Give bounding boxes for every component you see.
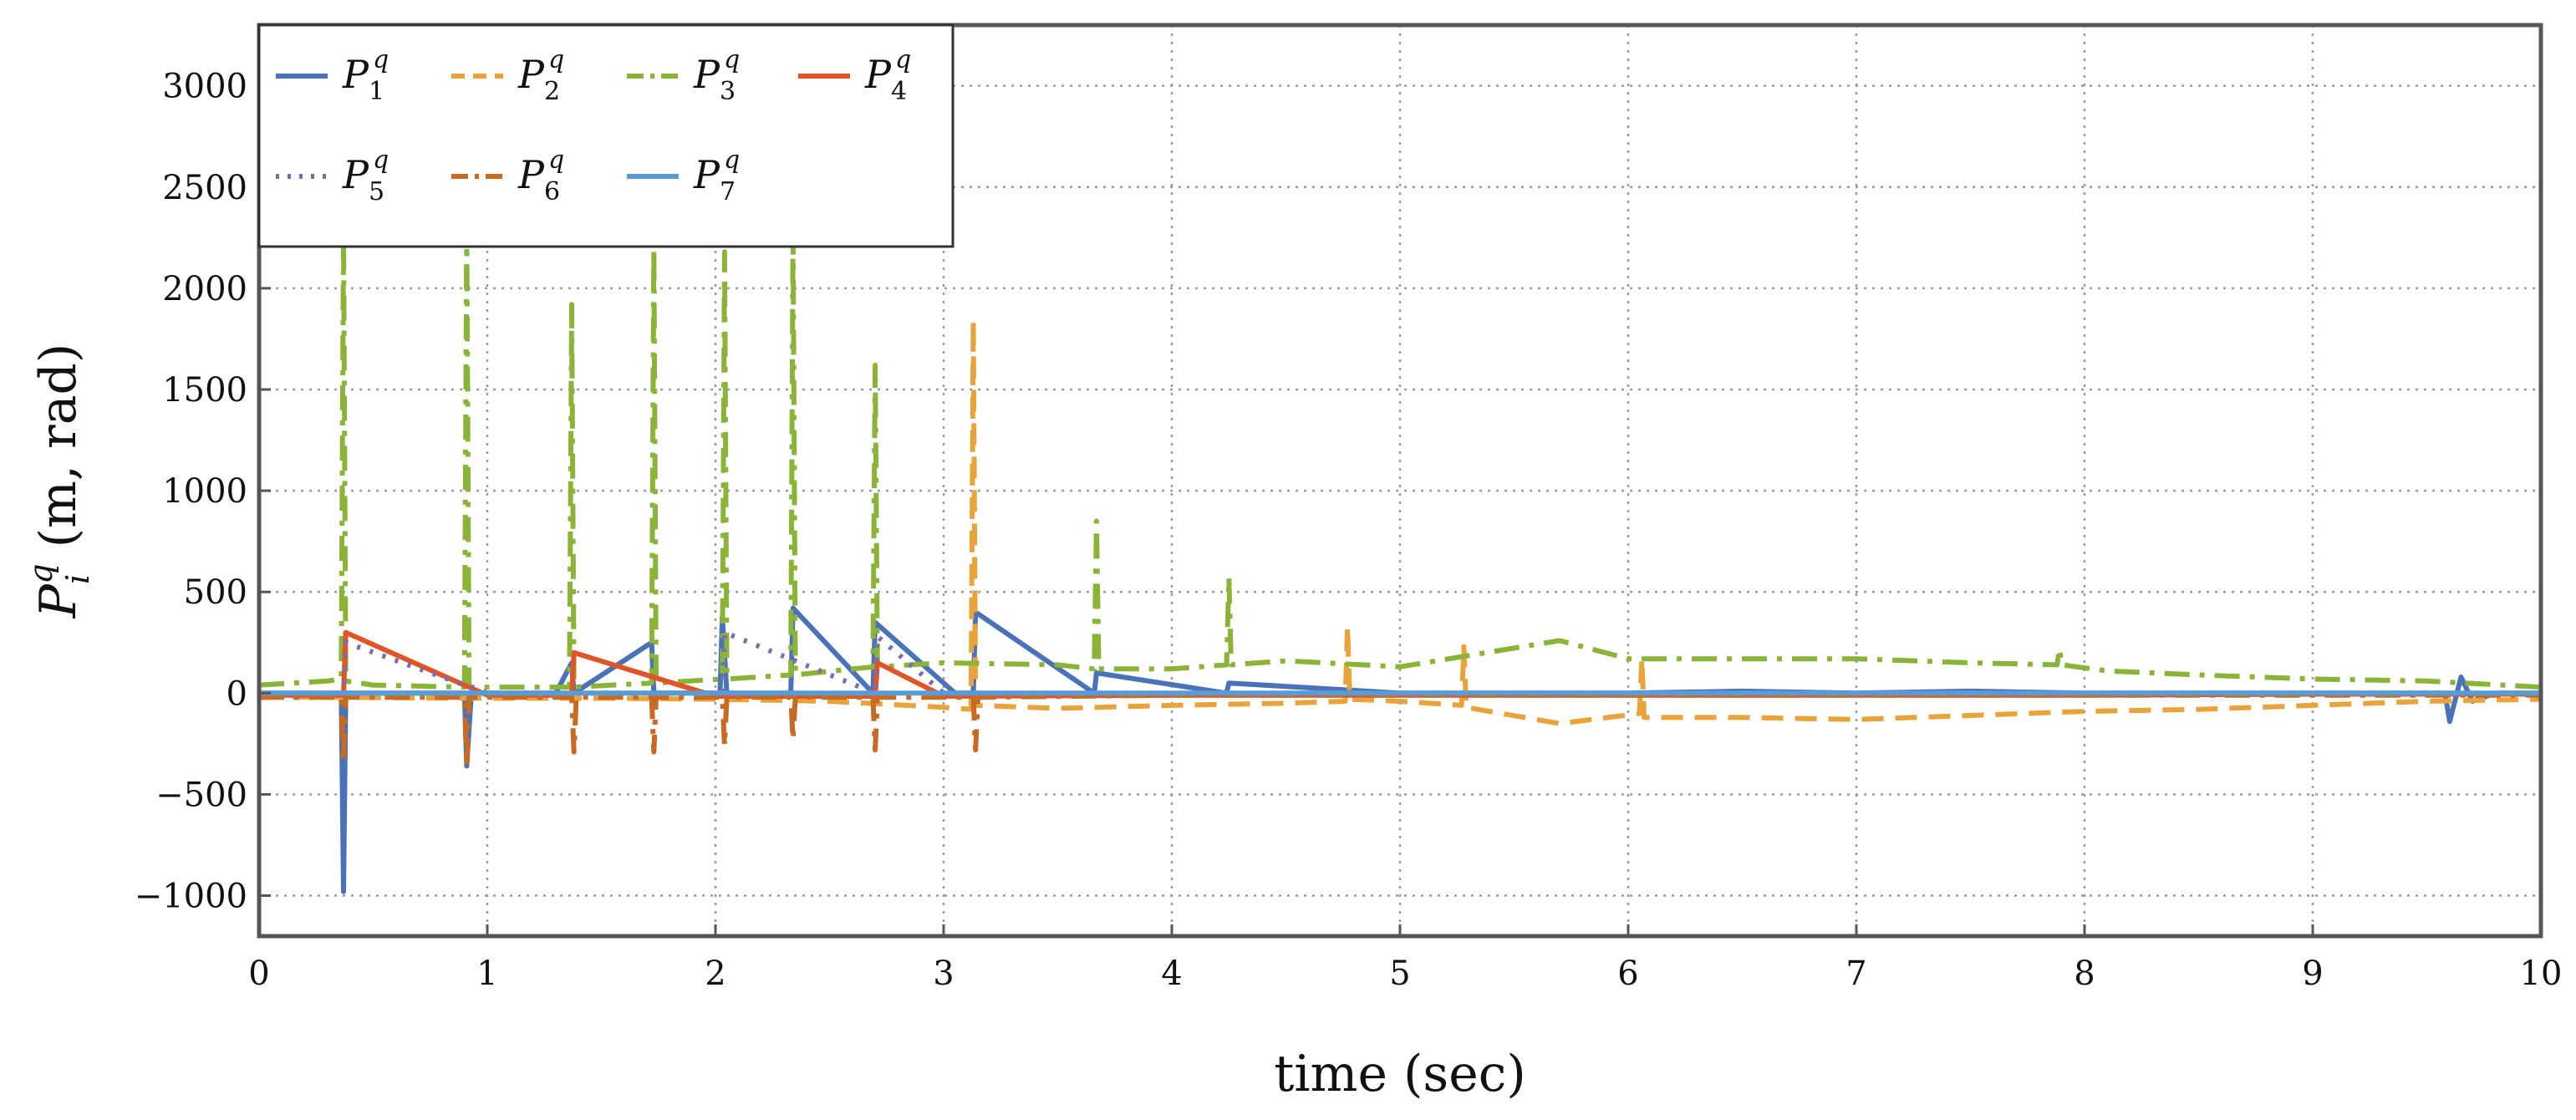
legend-item-4: P4q bbox=[798, 45, 911, 106]
y-axis-title: Piq (m, rad) bbox=[23, 344, 96, 619]
legend-label: P5q bbox=[342, 145, 389, 206]
y-tick-label: −500 bbox=[155, 776, 247, 814]
y-axis-title-base: P bbox=[29, 583, 88, 619]
legend-item-2: P2q bbox=[451, 45, 564, 106]
legend-label: P6q bbox=[517, 145, 564, 206]
x-axis-title: time (sec) bbox=[1274, 1045, 1526, 1103]
legend-label: P7q bbox=[693, 145, 740, 206]
legend-label: P2q bbox=[517, 45, 564, 106]
y-axis-title-sub: i bbox=[59, 574, 96, 584]
x-tick-label: 7 bbox=[1845, 955, 1866, 993]
legend-item-1: P1q bbox=[276, 45, 389, 106]
series-line-6 bbox=[259, 692, 2541, 769]
legend-label: P1q bbox=[342, 45, 389, 106]
x-tick-label: 5 bbox=[1389, 955, 1410, 993]
series-line-3 bbox=[258, 225, 2542, 690]
x-tick-label: 1 bbox=[476, 955, 497, 993]
y-tick-label: 500 bbox=[184, 573, 247, 612]
legend-item-5: P5q bbox=[276, 145, 389, 206]
y-tick-label: 1500 bbox=[162, 371, 247, 410]
y-tick-label: 3000 bbox=[162, 68, 247, 106]
x-tick-label: 4 bbox=[1161, 955, 1182, 993]
x-tick-label: 2 bbox=[705, 955, 725, 993]
svg-text:Piq (m, rad): Piq (m, rad) bbox=[23, 344, 96, 619]
series-line-2 bbox=[259, 318, 2542, 726]
legend: P1q P2q P3q P4q P5q P6q P7q bbox=[257, 23, 955, 248]
x-tick-label: 0 bbox=[248, 955, 269, 993]
x-tick-label: 3 bbox=[933, 955, 954, 993]
legend-label: P3q bbox=[693, 45, 740, 106]
x-tick-label: 6 bbox=[1617, 955, 1638, 993]
y-axis-ticks: −1000 −500 0 500 1000 1500 2000 2500 3000 bbox=[135, 68, 271, 916]
y-axis-title-units: (m, rad) bbox=[29, 344, 88, 564]
x-axis-ticks: 0 1 2 3 4 5 6 7 8 9 10 bbox=[248, 924, 2562, 993]
y-tick-label: −1000 bbox=[135, 878, 247, 916]
legend-item-3: P3q bbox=[627, 45, 740, 106]
series-layer bbox=[258, 225, 2542, 894]
legend-item-6: P6q bbox=[451, 145, 564, 206]
x-tick-label: 10 bbox=[2520, 955, 2563, 993]
y-tick-label: 2500 bbox=[162, 169, 247, 207]
y-tick-label: 0 bbox=[227, 675, 247, 713]
legend-box bbox=[257, 23, 955, 248]
legend-label: P4q bbox=[864, 45, 911, 106]
y-tick-label: 1000 bbox=[162, 472, 247, 511]
y-axis-title-sup: q bbox=[23, 563, 59, 583]
x-tick-label: 9 bbox=[2302, 955, 2323, 993]
x-tick-label: 8 bbox=[2074, 955, 2095, 993]
y-tick-label: 2000 bbox=[162, 270, 247, 308]
series-line-1 bbox=[259, 605, 2541, 894]
legend-item-7: P7q bbox=[627, 145, 740, 206]
